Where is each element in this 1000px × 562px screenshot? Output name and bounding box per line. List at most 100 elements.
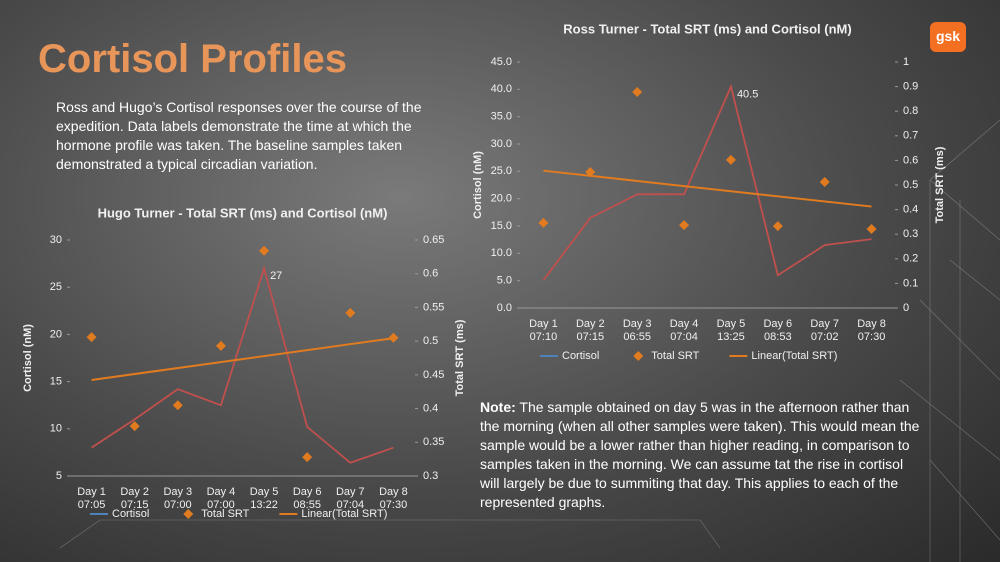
y-tick-label: 10.0 [491, 247, 512, 259]
x-tick-label: Day 3 [623, 318, 652, 330]
trendline [543, 169, 872, 208]
legend-label: Cortisol [112, 508, 149, 520]
legend-label: Total SRT [651, 350, 699, 362]
srt-marker [86, 332, 97, 343]
y2-tick-label: 0.65 [423, 234, 444, 246]
y2-axis-title: Total SRT (ms) [454, 319, 466, 396]
legend-swatch [183, 509, 194, 519]
note: Note: The sample obtained on day 5 was i… [480, 398, 920, 512]
chart-title: Ross Turner - Total SRT (ms) and Cortiso… [563, 21, 851, 36]
srt-marker [632, 87, 643, 98]
x-tick-label: Day 3 [163, 486, 192, 498]
x-tick-label: Day 8 [857, 318, 886, 330]
x-tick-sublabel: 07:30 [380, 499, 408, 511]
srt-marker [585, 166, 596, 177]
y-tick-label: 45.0 [491, 56, 512, 68]
srt-marker [388, 332, 399, 343]
x-tick-sublabel: 07:05 [78, 499, 106, 511]
x-tick-label: Day 2 [576, 318, 605, 330]
x-tick-sublabel: 07:10 [530, 331, 558, 343]
y2-tick-label: 1 [903, 56, 909, 68]
x-tick-sublabel: 07:04 [670, 331, 698, 343]
x-tick-label: Day 5 [717, 318, 746, 330]
x-tick-label: Day 7 [810, 318, 839, 330]
y-tick-label: 5.0 [497, 275, 512, 287]
y2-tick-label: 0.5 [903, 179, 918, 191]
y-tick-label: 30 [50, 234, 62, 246]
y-axis-title: Cortisol (nM) [472, 151, 484, 219]
y2-tick-label: 0.4 [423, 402, 438, 414]
decor [59, 119, 1000, 562]
legend-label: Linear(Total SRT) [301, 508, 387, 520]
legend-label: Linear(Total SRT) [751, 350, 837, 362]
x-tick-label: Day 5 [250, 486, 279, 498]
srt-marker [302, 452, 313, 463]
cortisol-line [542, 83, 872, 281]
trendline [91, 337, 394, 381]
slide-title: Cortisol Profiles [38, 37, 347, 81]
srt-marker [819, 177, 830, 188]
legend-swatch [633, 351, 644, 361]
cortisol-line [91, 265, 394, 464]
y-tick-label: 35.0 [491, 111, 512, 123]
x-tick-sublabel: 07:04 [337, 499, 365, 511]
x-tick-sublabel: 07:30 [858, 331, 886, 343]
y-tick-label: 20.0 [491, 193, 512, 205]
y2-axis-title: Total SRT (ms) [934, 146, 946, 223]
y2-tick-label: 0.6 [423, 268, 438, 280]
x-tick-sublabel: 07:00 [164, 499, 192, 511]
x-tick-label: Day 7 [336, 486, 365, 498]
x-tick-sublabel: 08:53 [764, 331, 792, 343]
y-tick-label: 15 [50, 376, 62, 388]
x-tick-sublabel: 07:15 [121, 499, 149, 511]
legend-label: Total SRT [201, 508, 249, 520]
y-tick-label: 25 [50, 281, 62, 293]
x-tick-sublabel: 07:00 [207, 499, 235, 511]
srt-marker [129, 421, 140, 432]
x-tick-sublabel: 06:55 [623, 331, 651, 343]
logo: gsk [930, 22, 966, 52]
srt-marker [725, 154, 736, 165]
y2-tick-label: 0.4 [903, 204, 918, 216]
intro-text: Ross and Hugo’s Cortisol responses over … [56, 99, 422, 172]
x-tick-label: Day 6 [763, 318, 792, 330]
x-tick-label: Day 4 [670, 318, 699, 330]
x-tick-sublabel: 07:15 [577, 331, 605, 343]
srt-marker [866, 224, 877, 235]
x-tick-sublabel: 08:55 [293, 499, 321, 511]
srt-marker [172, 400, 183, 411]
y2-tick-label: 0.3 [423, 470, 438, 482]
note-label: Note: [480, 399, 516, 415]
y2-tick-label: 0.6 [903, 154, 918, 166]
y2-tick-label: 0.5 [423, 335, 438, 347]
x-tick-label: Day 4 [207, 486, 236, 498]
y-tick-label: 30.0 [491, 138, 512, 150]
srt-marker [538, 217, 549, 228]
x-tick-label: Day 1 [529, 318, 558, 330]
x-tick-label: Day 2 [120, 486, 149, 498]
y-axis-title: Cortisol (nM) [22, 324, 34, 392]
srt-marker [345, 307, 356, 318]
x-tick-label: Day 8 [379, 486, 408, 498]
legend-label: Cortisol [562, 350, 599, 362]
y-tick-label: 20 [50, 328, 62, 340]
y2-tick-label: 0.55 [423, 301, 444, 313]
y2-tick-label: 0.8 [903, 105, 918, 117]
data-label: 40.5 [737, 89, 758, 101]
x-tick-label: Day 6 [293, 486, 322, 498]
chart-title: Hugo Turner - Total SRT (ms) and Cortiso… [98, 205, 388, 220]
srt-marker [215, 340, 226, 351]
srt-marker [772, 221, 783, 232]
note-text: The sample obtained on day 5 was in the … [480, 399, 920, 510]
x-tick-sublabel: 13:25 [717, 331, 745, 343]
y-tick-label: 40.0 [491, 83, 512, 95]
y2-tick-label: 0 [903, 302, 909, 314]
y-tick-label: 15.0 [491, 220, 512, 232]
y2-tick-label: 0.1 [903, 277, 918, 289]
y2-tick-label: 0.7 [903, 130, 918, 142]
y2-tick-label: 0.45 [423, 369, 444, 381]
y-tick-label: 5 [56, 470, 62, 482]
y-tick-label: 10 [50, 423, 62, 435]
y-tick-label: 25.0 [491, 165, 512, 177]
